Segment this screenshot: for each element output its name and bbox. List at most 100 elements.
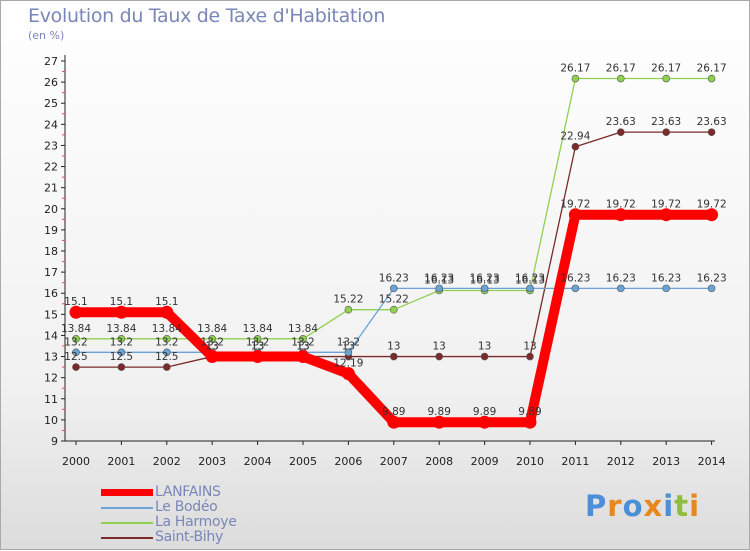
logo-letter: i [663, 489, 675, 523]
data-label: 16.23 [697, 272, 727, 284]
logo-letter: t [674, 489, 690, 523]
chart-title: Evolution du Taux de Taxe d'Habitation [28, 5, 386, 27]
data-point [114, 305, 128, 319]
data-point [707, 284, 716, 293]
data-label: 12.19 [333, 358, 363, 370]
data-label: 13.2 [110, 336, 133, 348]
y-tick-label: 18 [44, 245, 58, 258]
data-label: 15.1 [110, 296, 133, 308]
data-label: 9.89 [473, 406, 496, 418]
y-tick-label: 21 [44, 182, 58, 195]
data-point [614, 208, 628, 222]
data-label: 16.23 [470, 272, 500, 284]
x-tick-label: 2008 [425, 455, 453, 468]
data-label: 22.94 [560, 131, 590, 143]
x-tick-label: 2013 [652, 455, 680, 468]
data-point [163, 348, 171, 357]
legend-label-saint-bihy: Saint-Bihy [155, 529, 223, 545]
data-point [389, 284, 398, 293]
y-tick-label: 9 [51, 435, 58, 448]
data-label: 9.89 [382, 406, 405, 418]
y-tick-label: 10 [44, 414, 58, 427]
data-label: 23.63 [606, 116, 636, 128]
data-point [389, 305, 398, 314]
data-point [705, 208, 719, 222]
data-label: 13.84 [243, 323, 273, 335]
data-point [707, 128, 716, 136]
y-tick-label: 25 [44, 97, 58, 110]
legend-swatch-saint-bihy [101, 537, 153, 539]
data-label: 9.89 [518, 406, 541, 418]
data-point [296, 350, 310, 364]
data-label: 26.17 [651, 63, 681, 75]
y-tick-label: 16 [44, 287, 58, 300]
series-line-0 [71, 209, 717, 428]
data-label: 16.23 [379, 272, 409, 284]
data-point [69, 305, 83, 319]
data-label: 23.63 [651, 116, 681, 128]
data-label: 15.1 [64, 296, 87, 308]
data-label: 15.22 [333, 294, 363, 306]
data-label: 16.23 [424, 272, 454, 284]
data-point [160, 305, 174, 319]
data-point [253, 335, 262, 343]
data-point [251, 350, 265, 364]
logo-letter: o [622, 489, 644, 523]
data-point [208, 335, 216, 343]
x-tick-label: 2000 [62, 455, 90, 468]
y-tick-label: 20 [44, 203, 58, 216]
chart-subtitle: (en %) [28, 29, 65, 42]
data-label: 16.23 [606, 272, 636, 284]
data-point [526, 352, 534, 361]
y-tick-label: 22 [44, 161, 58, 174]
data-point [478, 415, 492, 429]
data-label: 13.84 [152, 323, 182, 335]
data-label: 13.2 [337, 336, 360, 348]
data-point [117, 363, 126, 371]
x-tick-label: 2003 [198, 455, 226, 468]
x-tick-label: 2010 [516, 455, 544, 468]
y-tick-label: 26 [44, 76, 58, 89]
x-tick-label: 2007 [380, 455, 408, 468]
data-label: 13 [296, 341, 309, 353]
legend-label-lanfains: LANFAINS [155, 484, 221, 500]
data-point [526, 284, 534, 293]
data-label: 19.72 [560, 199, 590, 211]
data-label: 13 [387, 341, 400, 353]
data-point [387, 415, 401, 429]
data-label: 13 [433, 341, 446, 353]
data-label: 13 [523, 341, 536, 353]
data-point [571, 74, 580, 83]
data-point [662, 284, 671, 293]
data-label: 16.23 [560, 272, 590, 284]
data-label: 15.22 [379, 294, 409, 306]
x-tick-label: 2014 [698, 455, 726, 468]
data-point [707, 74, 716, 83]
data-point [72, 335, 80, 343]
data-point [480, 284, 489, 293]
data-point [571, 142, 580, 151]
y-tick-label: 15 [44, 308, 58, 321]
data-point [117, 348, 126, 357]
logo-letter: x [643, 489, 664, 523]
data-point [435, 352, 444, 361]
data-label: 13 [342, 341, 355, 353]
data-point [568, 208, 582, 222]
y-tick-label: 12 [44, 372, 58, 385]
x-tick-label: 2006 [334, 455, 362, 468]
data-label: 26.17 [560, 63, 590, 75]
data-label: 13 [206, 341, 219, 353]
data-label: 13.2 [246, 336, 269, 348]
data-label: 13.2 [155, 336, 178, 348]
x-tick-label: 2005 [289, 455, 317, 468]
data-point [72, 363, 80, 371]
data-label: 12.5 [110, 351, 133, 363]
data-label: 13 [206, 341, 219, 353]
y-tick-label: 27 [44, 55, 58, 68]
data-label: 16.13 [515, 274, 545, 286]
y-tick-label: 14 [44, 329, 58, 342]
y-tick-label: 11 [44, 393, 58, 406]
data-label: 19.72 [651, 199, 681, 211]
legend-swatch-la-harmoye [101, 522, 153, 524]
